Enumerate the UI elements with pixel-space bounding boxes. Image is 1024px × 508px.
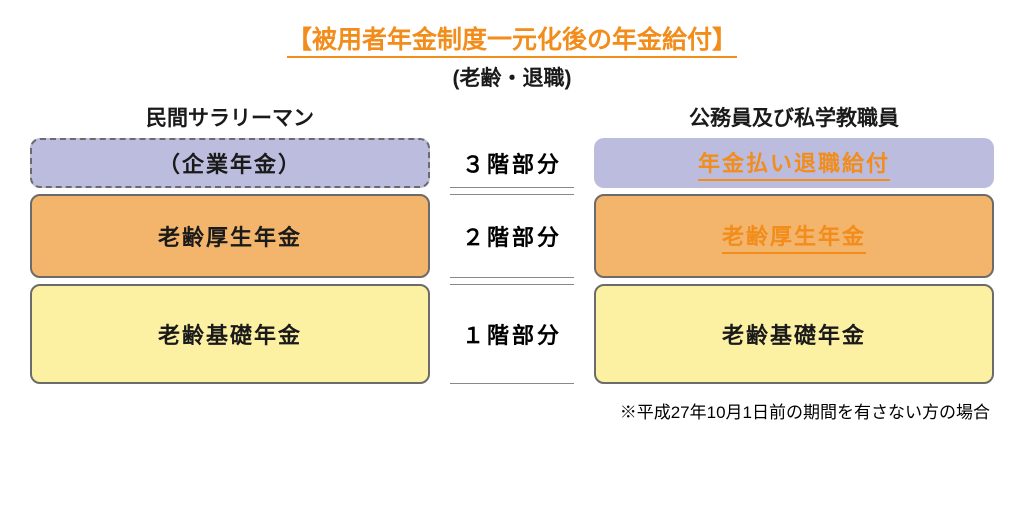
title-line1: 【被用者年金制度一元化後の年金給付】 — [30, 20, 994, 56]
tier-box-label: 老齢厚生年金 — [158, 220, 302, 252]
tier-row: （企業年金） ３階部分 年金払い退職給付 — [30, 138, 994, 188]
tier-box-label: 年金払い退職給付 — [698, 146, 890, 181]
tier-box-left: （企業年金） — [30, 138, 430, 188]
tier-box-right: 老齢厚生年金 — [594, 194, 994, 278]
tier-row: 老齢厚生年金 ２階部分 老齢厚生年金 — [30, 194, 994, 278]
footnote: ※平成27年10月1日前の期間を有さない方の場合 — [30, 398, 994, 423]
col-header-mid — [430, 102, 594, 132]
tier-grid: （企業年金）３階部分年金払い退職給付老齢厚生年金２階部分老齢厚生年金老齢基礎年金… — [30, 138, 994, 384]
tier-row: 老齢基礎年金 １階部分 老齢基礎年金 — [30, 284, 994, 384]
tier-label: １階部分 — [430, 284, 594, 384]
tier-box-label: （企業年金） — [158, 147, 302, 179]
tier-box-right: 年金払い退職給付 — [594, 138, 994, 188]
tier-box-label: 老齢基礎年金 — [722, 318, 866, 350]
tier-label: ２階部分 — [430, 194, 594, 278]
title-line2: (老齢・退職) — [30, 62, 994, 92]
tier-box-left: 老齢厚生年金 — [30, 194, 430, 278]
title-text: 【被用者年金制度一元化後の年金給付】 — [287, 26, 737, 58]
tier-box-right: 老齢基礎年金 — [594, 284, 994, 384]
col-header-left: 民間サラリーマン — [30, 102, 430, 132]
col-header-right: 公務員及び私学教職員 — [594, 102, 994, 132]
tier-label: ３階部分 — [430, 138, 594, 188]
diagram-wrap: 【被用者年金制度一元化後の年金給付】 (老齢・退職) 民間サラリーマン 公務員及… — [0, 0, 1024, 423]
tier-box-left: 老齢基礎年金 — [30, 284, 430, 384]
tier-box-label: 老齢厚生年金 — [722, 219, 866, 254]
tier-box-label: 老齢基礎年金 — [158, 318, 302, 350]
column-headers: 民間サラリーマン 公務員及び私学教職員 — [30, 102, 994, 132]
